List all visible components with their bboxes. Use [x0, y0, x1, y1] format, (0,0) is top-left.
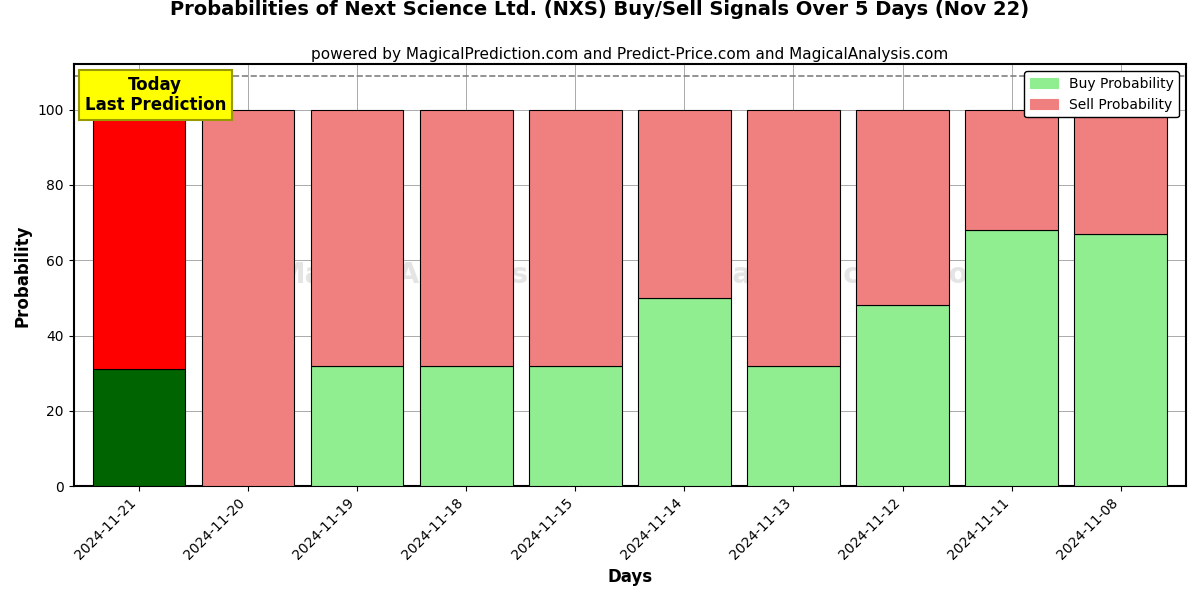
Bar — [529, 365, 622, 486]
Text: MagicalAnalysis.com: MagicalAnalysis.com — [277, 261, 604, 289]
Title: powered by MagicalPrediction.com and Predict-Price.com and MagicalAnalysis.com: powered by MagicalPrediction.com and Pre… — [311, 47, 948, 62]
Bar — [92, 370, 185, 486]
Text: MagicalPrediction.com: MagicalPrediction.com — [641, 261, 997, 289]
Bar — [965, 110, 1058, 230]
Bar — [1074, 234, 1168, 486]
Bar — [420, 365, 512, 486]
Bar — [748, 110, 840, 365]
Bar — [856, 110, 949, 305]
Bar — [420, 110, 512, 365]
Bar — [965, 230, 1058, 486]
Bar — [748, 365, 840, 486]
Bar — [529, 110, 622, 365]
Bar — [92, 110, 185, 370]
Bar — [202, 110, 294, 486]
Bar — [311, 110, 403, 365]
Bar — [638, 110, 731, 298]
Bar — [311, 365, 403, 486]
Text: Today
Last Prediction: Today Last Prediction — [85, 76, 226, 115]
Bar — [638, 298, 731, 486]
Y-axis label: Probability: Probability — [14, 224, 32, 326]
Bar — [856, 305, 949, 486]
Legend: Buy Probability, Sell Probability: Buy Probability, Sell Probability — [1025, 71, 1180, 118]
Bar — [1074, 110, 1168, 234]
X-axis label: Days: Days — [607, 568, 653, 586]
Text: Probabilities of Next Science Ltd. (NXS) Buy/Sell Signals Over 5 Days (Nov 22): Probabilities of Next Science Ltd. (NXS)… — [170, 0, 1030, 19]
